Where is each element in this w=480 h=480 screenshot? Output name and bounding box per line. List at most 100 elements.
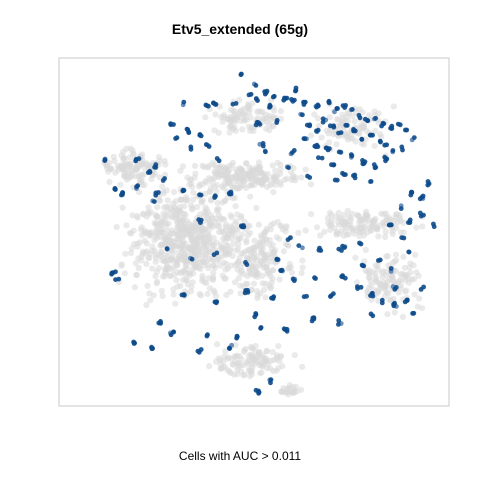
background-cell-point (114, 167, 121, 174)
background-cell-point (389, 231, 396, 238)
background-cell-point (155, 265, 162, 272)
background-cell-point (179, 233, 186, 240)
background-cell-point (183, 217, 190, 224)
background-cell-point (362, 136, 369, 143)
background-cell-point (222, 251, 229, 258)
background-cell-point (159, 292, 166, 300)
background-cell-point (360, 232, 367, 239)
background-cell-point (269, 348, 276, 356)
highlighted-cell-point (384, 142, 390, 148)
background-cell-point (158, 221, 165, 229)
background-cell-point (235, 275, 242, 282)
background-cell-point (230, 125, 237, 132)
highlighted-cell-point (171, 329, 177, 335)
background-cell-point (162, 161, 169, 168)
background-cell-point (199, 227, 206, 234)
background-cell-point (377, 281, 384, 288)
background-cell-point (221, 164, 228, 171)
background-cell-point (246, 173, 253, 181)
background-cell-point (219, 215, 226, 222)
background-cell-point (400, 229, 407, 236)
highlighted-cell-point (230, 101, 236, 107)
background-cell-point (228, 262, 235, 269)
background-cell-point (203, 179, 210, 186)
highlighted-cell-point (407, 220, 413, 226)
highlighted-cell-point (336, 322, 341, 327)
highlighted-cell-point (268, 377, 274, 383)
highlighted-cell-point (309, 318, 315, 324)
background-cell-point (146, 210, 153, 217)
background-cell-point (419, 305, 426, 312)
background-cell-point (403, 287, 410, 294)
highlighted-cell-point (164, 246, 170, 252)
background-cell-point (257, 370, 264, 377)
highlighted-cell-point (343, 122, 349, 128)
highlighted-cell-point (153, 190, 159, 196)
background-cell-point (179, 163, 187, 170)
background-cell-point (194, 260, 201, 267)
background-cell-point (237, 282, 244, 289)
highlighted-cell-point (349, 107, 355, 112)
background-cell-point (190, 189, 197, 196)
background-cell-point (181, 246, 188, 253)
highlighted-cell-point (307, 123, 312, 129)
background-cell-point (382, 228, 389, 236)
background-cell-point (191, 174, 198, 181)
background-cell-point (234, 236, 241, 243)
background-cell-point (177, 167, 184, 174)
background-cell-point (298, 386, 305, 393)
background-cell-point (396, 215, 404, 222)
background-cell-point (279, 363, 286, 370)
background-cell-point (133, 272, 140, 279)
background-cell-point (168, 244, 175, 251)
background-cell-point (270, 123, 277, 130)
background-cell-point (316, 122, 323, 130)
background-cell-point (128, 245, 135, 252)
highlighted-cell-point (326, 99, 332, 105)
background-cell-point (215, 129, 222, 136)
background-cell-point (129, 212, 136, 219)
background-cell-point (191, 162, 199, 169)
background-cell-point (134, 243, 141, 250)
background-cell-point (277, 108, 284, 115)
background-cell-point (189, 183, 196, 190)
background-cell-point (160, 210, 167, 217)
background-cell-point (124, 168, 131, 175)
background-cell-point (217, 262, 224, 269)
background-cell-point (139, 248, 146, 255)
highlighted-cell-point (120, 190, 125, 196)
background-cell-point (411, 291, 418, 298)
background-cell-point (259, 115, 266, 122)
background-cell-point (416, 295, 423, 302)
highlighted-cell-point (316, 155, 321, 161)
background-cell-point (363, 218, 370, 226)
background-cell-point (390, 103, 397, 110)
background-cell-point (250, 280, 258, 287)
highlighted-cell-point (113, 277, 118, 282)
highlighted-cell-point (234, 334, 240, 340)
background-cell-point (228, 214, 235, 221)
highlighted-cell-point (373, 115, 378, 121)
highlighted-cell-point (263, 149, 268, 155)
highlighted-cell-point (398, 206, 404, 212)
background-cell-point (413, 224, 420, 231)
highlighted-cell-point (402, 299, 408, 305)
background-cell-point (318, 134, 325, 141)
highlighted-cell-point (302, 136, 308, 142)
background-cell-point (262, 228, 269, 235)
background-cell-point (215, 223, 223, 230)
background-cell-point (235, 363, 242, 370)
highlighted-cell-point (203, 102, 209, 108)
background-cell-point (213, 239, 220, 246)
background-cell-point (277, 161, 284, 168)
background-cell-point (413, 269, 420, 276)
background-cell-point (289, 174, 297, 181)
background-cell-point (217, 356, 224, 363)
highlighted-cell-point (292, 97, 297, 103)
background-cell-point (313, 224, 321, 231)
background-cell-point (267, 116, 274, 123)
background-cell-point (106, 178, 113, 186)
background-cell-point (351, 118, 358, 125)
background-cell-point (222, 348, 229, 355)
background-cell-point (202, 114, 209, 121)
